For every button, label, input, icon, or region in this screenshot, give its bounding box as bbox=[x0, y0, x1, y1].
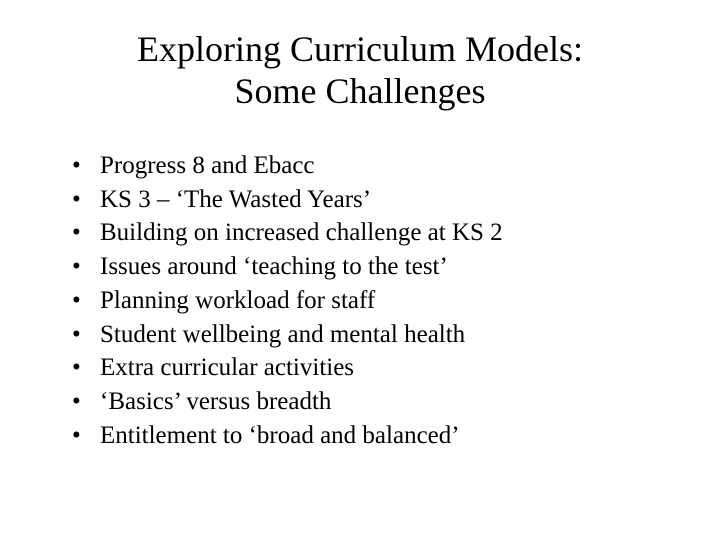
list-item: KS 3 – ‘The Wasted Years’ bbox=[72, 183, 670, 217]
list-item: Issues around ‘teaching to the test’ bbox=[72, 250, 670, 284]
slide: Exploring Curriculum Models: Some Challe… bbox=[0, 0, 720, 540]
slide-title: Exploring Curriculum Models: Some Challe… bbox=[50, 28, 670, 113]
title-line-1: Exploring Curriculum Models: bbox=[137, 29, 583, 69]
list-item: Planning workload for staff bbox=[72, 284, 670, 318]
list-item: Student wellbeing and mental health bbox=[72, 318, 670, 352]
list-item: Entitlement to ‘broad and balanced’ bbox=[72, 419, 670, 453]
list-item: Extra curricular activities bbox=[72, 351, 670, 385]
title-line-2: Some Challenges bbox=[235, 71, 486, 111]
bullet-list: Progress 8 and Ebacc KS 3 – ‘The Wasted … bbox=[50, 149, 670, 453]
list-item: ‘Basics’ versus breadth bbox=[72, 385, 670, 419]
list-item: Progress 8 and Ebacc bbox=[72, 149, 670, 183]
list-item: Building on increased challenge at KS 2 bbox=[72, 216, 670, 250]
